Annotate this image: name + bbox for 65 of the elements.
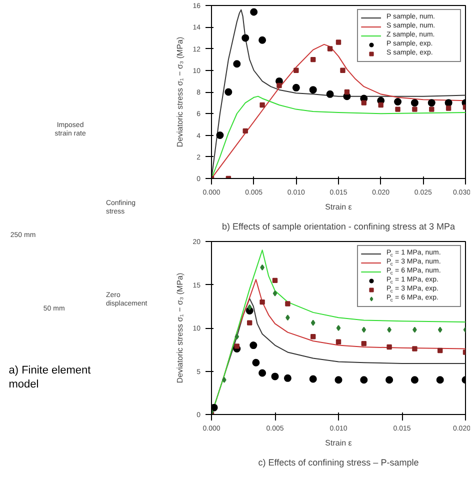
point: [395, 106, 400, 112]
point: [234, 334, 240, 340]
point: [326, 90, 334, 98]
point: [309, 86, 317, 94]
point: [429, 106, 434, 112]
point: [234, 344, 240, 349]
point: [212, 404, 218, 412]
point: [310, 320, 316, 326]
point: [436, 376, 444, 384]
point: [276, 82, 282, 88]
point: [410, 99, 418, 107]
point: [242, 128, 248, 134]
point: [334, 376, 342, 384]
point: [336, 339, 342, 344]
point: [394, 98, 402, 106]
point: [336, 325, 341, 331]
point: [386, 344, 392, 350]
point: [360, 376, 368, 384]
point: [250, 342, 258, 350]
point: [340, 68, 346, 73]
point: [272, 290, 278, 296]
point: [410, 376, 418, 384]
point: [438, 348, 443, 354]
point: [258, 369, 266, 377]
point: [327, 46, 333, 52]
point: [294, 68, 299, 73]
x-axis-title: Strain ε: [325, 202, 352, 212]
point: [247, 320, 252, 326]
text: a) Finite element model: [8, 364, 91, 391]
point: [284, 374, 292, 382]
y-axis-title: Deviatoric stress σ₁ − σ₃ (MPa): [176, 272, 185, 384]
point: [361, 340, 366, 346]
point: [386, 376, 394, 384]
point: [378, 102, 384, 108]
x-axis-title: Strain ε: [325, 438, 352, 448]
y-axis-title: Deviatoric stress σ₁ − σ₃ (MPa): [176, 36, 185, 148]
point: [260, 299, 265, 305]
point: [233, 60, 241, 68]
point: [242, 34, 250, 42]
point: [258, 36, 266, 44]
point: [412, 106, 418, 112]
point: [285, 301, 290, 306]
point: [428, 99, 436, 107]
point: [412, 346, 418, 352]
text: c) Effects of confining stress – P-sample: [258, 458, 419, 468]
point: [310, 334, 316, 340]
text: b) Effects of sample orientation - confining stress at 3 MPa: [222, 222, 455, 232]
point: [216, 132, 224, 139]
point: [361, 100, 366, 106]
point: [250, 8, 258, 16]
point: [362, 326, 366, 333]
point: [344, 89, 350, 95]
point: [438, 326, 442, 333]
point: [292, 84, 300, 92]
point: [444, 99, 452, 107]
point: [336, 40, 342, 45]
point: [272, 278, 278, 284]
point: [224, 88, 232, 96]
point: [271, 372, 279, 380]
point: [446, 106, 452, 111]
point: [309, 375, 317, 383]
point: [247, 304, 252, 310]
point: [310, 56, 316, 62]
point: [260, 102, 265, 108]
point: [252, 358, 260, 366]
